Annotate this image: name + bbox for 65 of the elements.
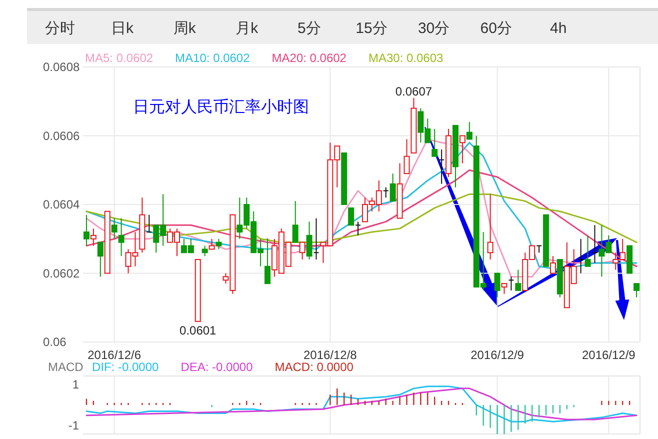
y-tick-label: 0.0602 bbox=[43, 266, 80, 280]
y-axis-title: MACD bbox=[48, 360, 84, 374]
candlestick bbox=[264, 238, 271, 284]
text: 日元对人民币汇率小时图 bbox=[133, 98, 309, 116]
text: MA5: 0.0602 bbox=[85, 51, 154, 65]
candlestick bbox=[508, 276, 514, 291]
series-label: MACD: 0.0000 bbox=[274, 360, 354, 374]
candlestick bbox=[438, 149, 445, 184]
y-tick-label: 0.0608 bbox=[43, 60, 80, 74]
text: 30分 bbox=[418, 20, 450, 37]
y-tick-label: 0.0606 bbox=[43, 128, 80, 143]
candlestick bbox=[634, 283, 640, 298]
text: DEA: -0.0000 bbox=[180, 360, 254, 374]
candlestick bbox=[501, 283, 508, 294]
candlestick bbox=[299, 242, 306, 260]
candlestick bbox=[487, 194, 494, 260]
x-tick-label: 2016/12/8 bbox=[303, 348, 358, 362]
candlestick bbox=[202, 245, 208, 257]
x-tick-label: 2016/12/9 bbox=[582, 348, 636, 362]
text: MA20: 0.0602 bbox=[272, 51, 347, 65]
candlestick bbox=[550, 256, 556, 274]
y-tick-label: -1 bbox=[68, 418, 80, 433]
text: 日k bbox=[111, 20, 134, 37]
candlestick bbox=[382, 186, 389, 198]
candlestick bbox=[348, 207, 354, 226]
text: 60分 bbox=[480, 20, 512, 37]
text: 4h bbox=[550, 20, 567, 37]
candlestick bbox=[459, 135, 466, 164]
y-tick-label: 1 bbox=[72, 377, 80, 392]
line-series bbox=[86, 169, 638, 268]
candlestick bbox=[146, 214, 152, 232]
candlestick bbox=[90, 228, 96, 246]
candlestick bbox=[390, 173, 396, 202]
candlestick bbox=[216, 238, 222, 250]
text: 5分 bbox=[298, 20, 321, 37]
candlestick bbox=[208, 238, 215, 250]
candlestick bbox=[432, 128, 438, 157]
text: 分时 bbox=[45, 20, 75, 37]
candlestick bbox=[584, 234, 591, 267]
x-tick-label: 2016/12/9 bbox=[470, 348, 524, 362]
candlestick bbox=[83, 214, 90, 246]
text: MA30: 0.0603 bbox=[368, 51, 444, 65]
candlestick bbox=[306, 221, 312, 260]
candlestick bbox=[515, 269, 522, 291]
x-tick-label: 2016/12/6 bbox=[88, 348, 142, 362]
candlestick bbox=[292, 200, 298, 243]
candlestick bbox=[111, 218, 118, 240]
y-tick-label: 0.0604 bbox=[43, 198, 80, 212]
text: 15分 bbox=[356, 20, 388, 37]
candlestick bbox=[466, 122, 472, 140]
annotation: 0.0601 bbox=[180, 323, 217, 338]
y-tick-label: 0.06 bbox=[43, 335, 67, 349]
text: DIF: -0.0000 bbox=[92, 360, 160, 374]
candlestick bbox=[313, 218, 320, 260]
candlestick bbox=[118, 218, 124, 257]
candlestick bbox=[355, 221, 362, 236]
candlestick bbox=[578, 238, 584, 274]
candlestick bbox=[404, 138, 410, 174]
candlestick bbox=[97, 242, 104, 278]
text: MA10: 0.0602 bbox=[175, 51, 250, 65]
annotation: 0.0607 bbox=[395, 84, 432, 98]
candlestick bbox=[592, 224, 598, 264]
text: 月k bbox=[236, 20, 259, 37]
candlestick bbox=[494, 272, 500, 298]
text: 周k bbox=[173, 20, 196, 37]
